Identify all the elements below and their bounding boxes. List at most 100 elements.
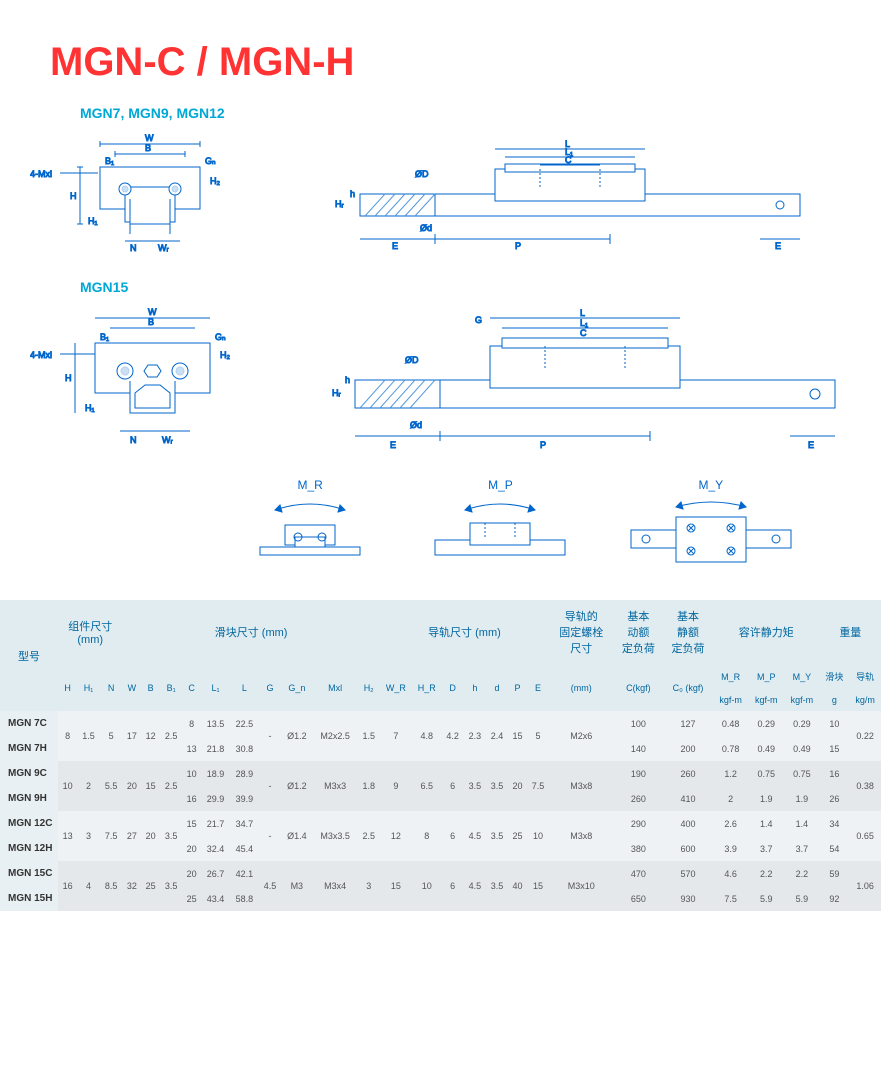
- data-cell: -: [259, 711, 281, 761]
- data-cell: 4.5: [464, 811, 486, 861]
- data-cell: 3.5: [486, 761, 508, 811]
- data-cell: 600: [663, 836, 713, 861]
- data-cell: 3.5: [160, 811, 182, 861]
- data-cell: 2.5: [160, 711, 182, 761]
- svg-text:Wᵣ: Wᵣ: [162, 435, 173, 445]
- data-cell: 13: [182, 736, 201, 761]
- data-cell: 10: [412, 861, 442, 911]
- sub-header: D: [442, 664, 464, 711]
- data-cell: 21.8: [201, 736, 230, 761]
- model-cell: MGN 7C: [0, 711, 58, 736]
- data-cell: 6: [442, 861, 464, 911]
- data-cell: 7.5: [713, 886, 749, 911]
- sub-header: Mxl: [313, 664, 358, 711]
- sub-header: B: [141, 664, 160, 711]
- sub-header: L₁: [201, 664, 230, 711]
- diagram-row-1: 4-Mxl W B B₁ Gₙ: [30, 129, 861, 269]
- data-cell: 20: [141, 811, 160, 861]
- data-cell: -: [259, 811, 281, 861]
- data-cell: 92: [820, 886, 850, 911]
- svg-text:N: N: [130, 243, 137, 253]
- cross-section-diagram-2: 4-Mxl W B B₁Gₙ H H₁ H₂ N Wᵣ: [30, 303, 250, 463]
- data-cell: 29.9: [201, 786, 230, 811]
- svg-text:Gₙ: Gₙ: [215, 332, 226, 342]
- data-cell: 3.7: [784, 836, 820, 861]
- svg-text:ØD: ØD: [415, 169, 429, 179]
- subtitle-2: MGN15: [80, 279, 861, 295]
- data-cell: 1.8: [358, 761, 380, 811]
- data-cell: M3: [281, 861, 313, 911]
- diagram-row-2: 4-Mxl W B B₁Gₙ H H₁ H₂ N Wᵣ: [30, 303, 861, 463]
- data-cell: 3.7: [748, 836, 784, 861]
- data-cell: 7.5: [100, 811, 123, 861]
- svg-text:Ød: Ød: [410, 420, 422, 430]
- data-cell: 1.9: [784, 786, 820, 811]
- data-cell: 15: [820, 736, 850, 761]
- sub-header: C: [182, 664, 201, 711]
- svg-text:Ød: Ød: [420, 223, 432, 233]
- svg-text:B₁: B₁: [105, 156, 114, 166]
- data-cell: 18.9: [201, 761, 230, 786]
- unit-header: kg/m: [849, 689, 881, 711]
- sub-header: (mm): [549, 664, 613, 711]
- svg-text:P: P: [540, 440, 546, 450]
- data-cell: 12: [380, 811, 412, 861]
- unit-header: g: [820, 689, 850, 711]
- moment-mr: M_R: [240, 478, 380, 575]
- svg-text:W: W: [148, 307, 157, 317]
- data-cell: 1.06: [849, 861, 881, 911]
- sub-header: B₁: [160, 664, 182, 711]
- sub-header: P: [508, 664, 527, 711]
- sub-header: d: [486, 664, 508, 711]
- data-cell: Ø1.2: [281, 761, 313, 811]
- data-cell: 32: [122, 861, 141, 911]
- data-cell: 30.8: [230, 736, 259, 761]
- data-cell: M3x8: [549, 761, 613, 811]
- data-cell: 3.5: [486, 811, 508, 861]
- data-cell: 17: [122, 711, 141, 761]
- data-cell: 7: [380, 711, 412, 761]
- data-cell: 10: [527, 811, 549, 861]
- data-cell: 25: [508, 811, 527, 861]
- side-view-diagram-2: ØD Ød G L L₁ C Hᵣh: [330, 308, 850, 458]
- data-cell: 13.5: [201, 711, 230, 736]
- data-cell: 6: [442, 811, 464, 861]
- data-cell: 5: [100, 711, 123, 761]
- cross-section-diagram-1: 4-Mxl W B B₁ Gₙ: [30, 129, 250, 269]
- data-cell: 39.9: [230, 786, 259, 811]
- data-cell: 260: [663, 761, 713, 786]
- data-cell: M3x8: [549, 811, 613, 861]
- data-cell: 2.4: [486, 711, 508, 761]
- data-cell: 190: [614, 761, 664, 786]
- svg-text:E: E: [392, 241, 398, 251]
- data-cell: 930: [663, 886, 713, 911]
- data-cell: 8: [182, 711, 201, 736]
- model-cell: MGN 9C: [0, 761, 58, 786]
- data-cell: 290: [614, 811, 664, 836]
- data-cell: 0.48: [713, 711, 749, 736]
- svg-text:W: W: [145, 133, 154, 143]
- data-cell: 200: [663, 736, 713, 761]
- data-cell: 6: [442, 761, 464, 811]
- svg-text:N: N: [130, 435, 137, 445]
- svg-text:Gₙ: Gₙ: [205, 156, 216, 166]
- sub-header: H₂: [358, 664, 380, 711]
- svg-text:B: B: [148, 317, 154, 327]
- data-cell: 1.5: [358, 711, 380, 761]
- group-header: 基本静额定负荷: [663, 600, 713, 664]
- data-cell: 3.5: [486, 861, 508, 911]
- data-cell: M3x3: [313, 761, 358, 811]
- svg-text:P: P: [515, 241, 521, 251]
- sub-header: C₀ (kgf): [663, 664, 713, 711]
- data-cell: 20: [122, 761, 141, 811]
- svg-text:Hᵣ: Hᵣ: [335, 199, 344, 209]
- data-cell: 0.75: [784, 761, 820, 786]
- data-cell: 3.5: [464, 761, 486, 811]
- data-cell: 45.4: [230, 836, 259, 861]
- data-cell: 20: [182, 836, 201, 861]
- data-cell: 4.6: [713, 861, 749, 886]
- data-cell: 42.1: [230, 861, 259, 886]
- data-cell: 470: [614, 861, 664, 886]
- data-cell: 43.4: [201, 886, 230, 911]
- data-cell: M3x4: [313, 861, 358, 911]
